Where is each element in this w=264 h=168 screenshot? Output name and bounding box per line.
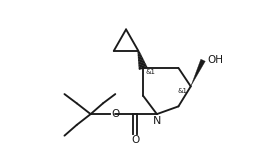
Polygon shape	[191, 59, 205, 86]
Text: O: O	[131, 135, 139, 145]
Text: &1: &1	[178, 88, 188, 94]
Text: N: N	[153, 116, 161, 126]
Text: OH: OH	[207, 55, 223, 65]
Text: &1: &1	[145, 69, 155, 75]
Text: O: O	[111, 109, 119, 119]
